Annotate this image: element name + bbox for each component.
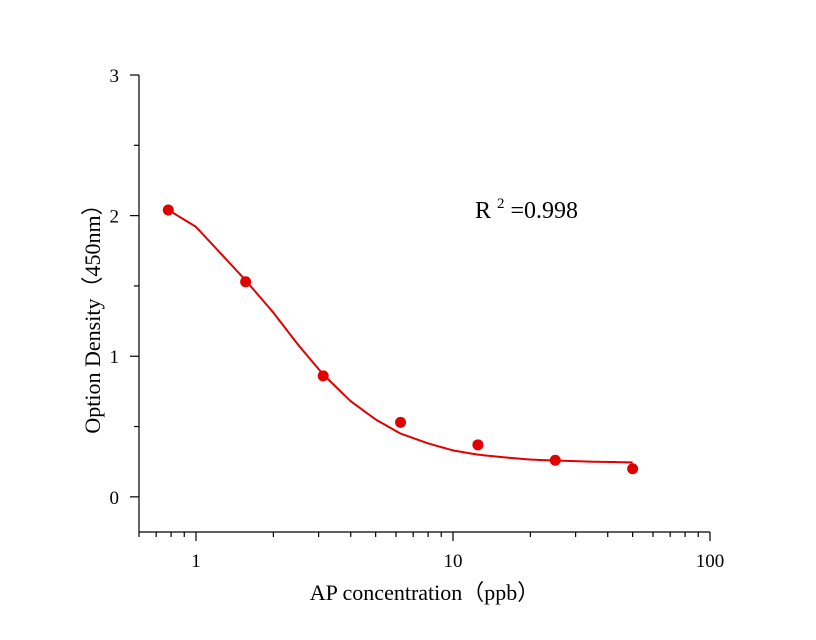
data-point: [162, 204, 174, 216]
r-squared-annotation: R 2 =0.998: [475, 188, 578, 224]
y-axis-title: Option Density（450nm）: [80, 193, 105, 433]
x-tick-label: 1: [191, 551, 201, 572]
x-tick-label: 100: [696, 551, 725, 572]
data-point: [395, 416, 407, 428]
data-point: [317, 370, 329, 382]
data-point: [472, 439, 484, 451]
data-point: [549, 454, 561, 466]
axes: 1 10 100 0 1 2 3: [110, 66, 725, 572]
r-squared-value: =0.998: [511, 198, 579, 224]
data-point: [240, 276, 252, 288]
data-point: [627, 463, 639, 475]
r-squared-prefix: R: [475, 198, 491, 224]
y-tick-label: 3: [110, 66, 120, 87]
y-tick-label: 1: [110, 347, 120, 368]
r-squared-superscript: 2: [497, 196, 505, 212]
x-axis-title: AP concentration（ppb）: [310, 580, 540, 605]
y-tick-label: 2: [110, 207, 120, 228]
data-points-group: [162, 204, 639, 475]
y-tick-label: 0: [110, 488, 120, 509]
x-tick-label: 10: [444, 551, 463, 572]
